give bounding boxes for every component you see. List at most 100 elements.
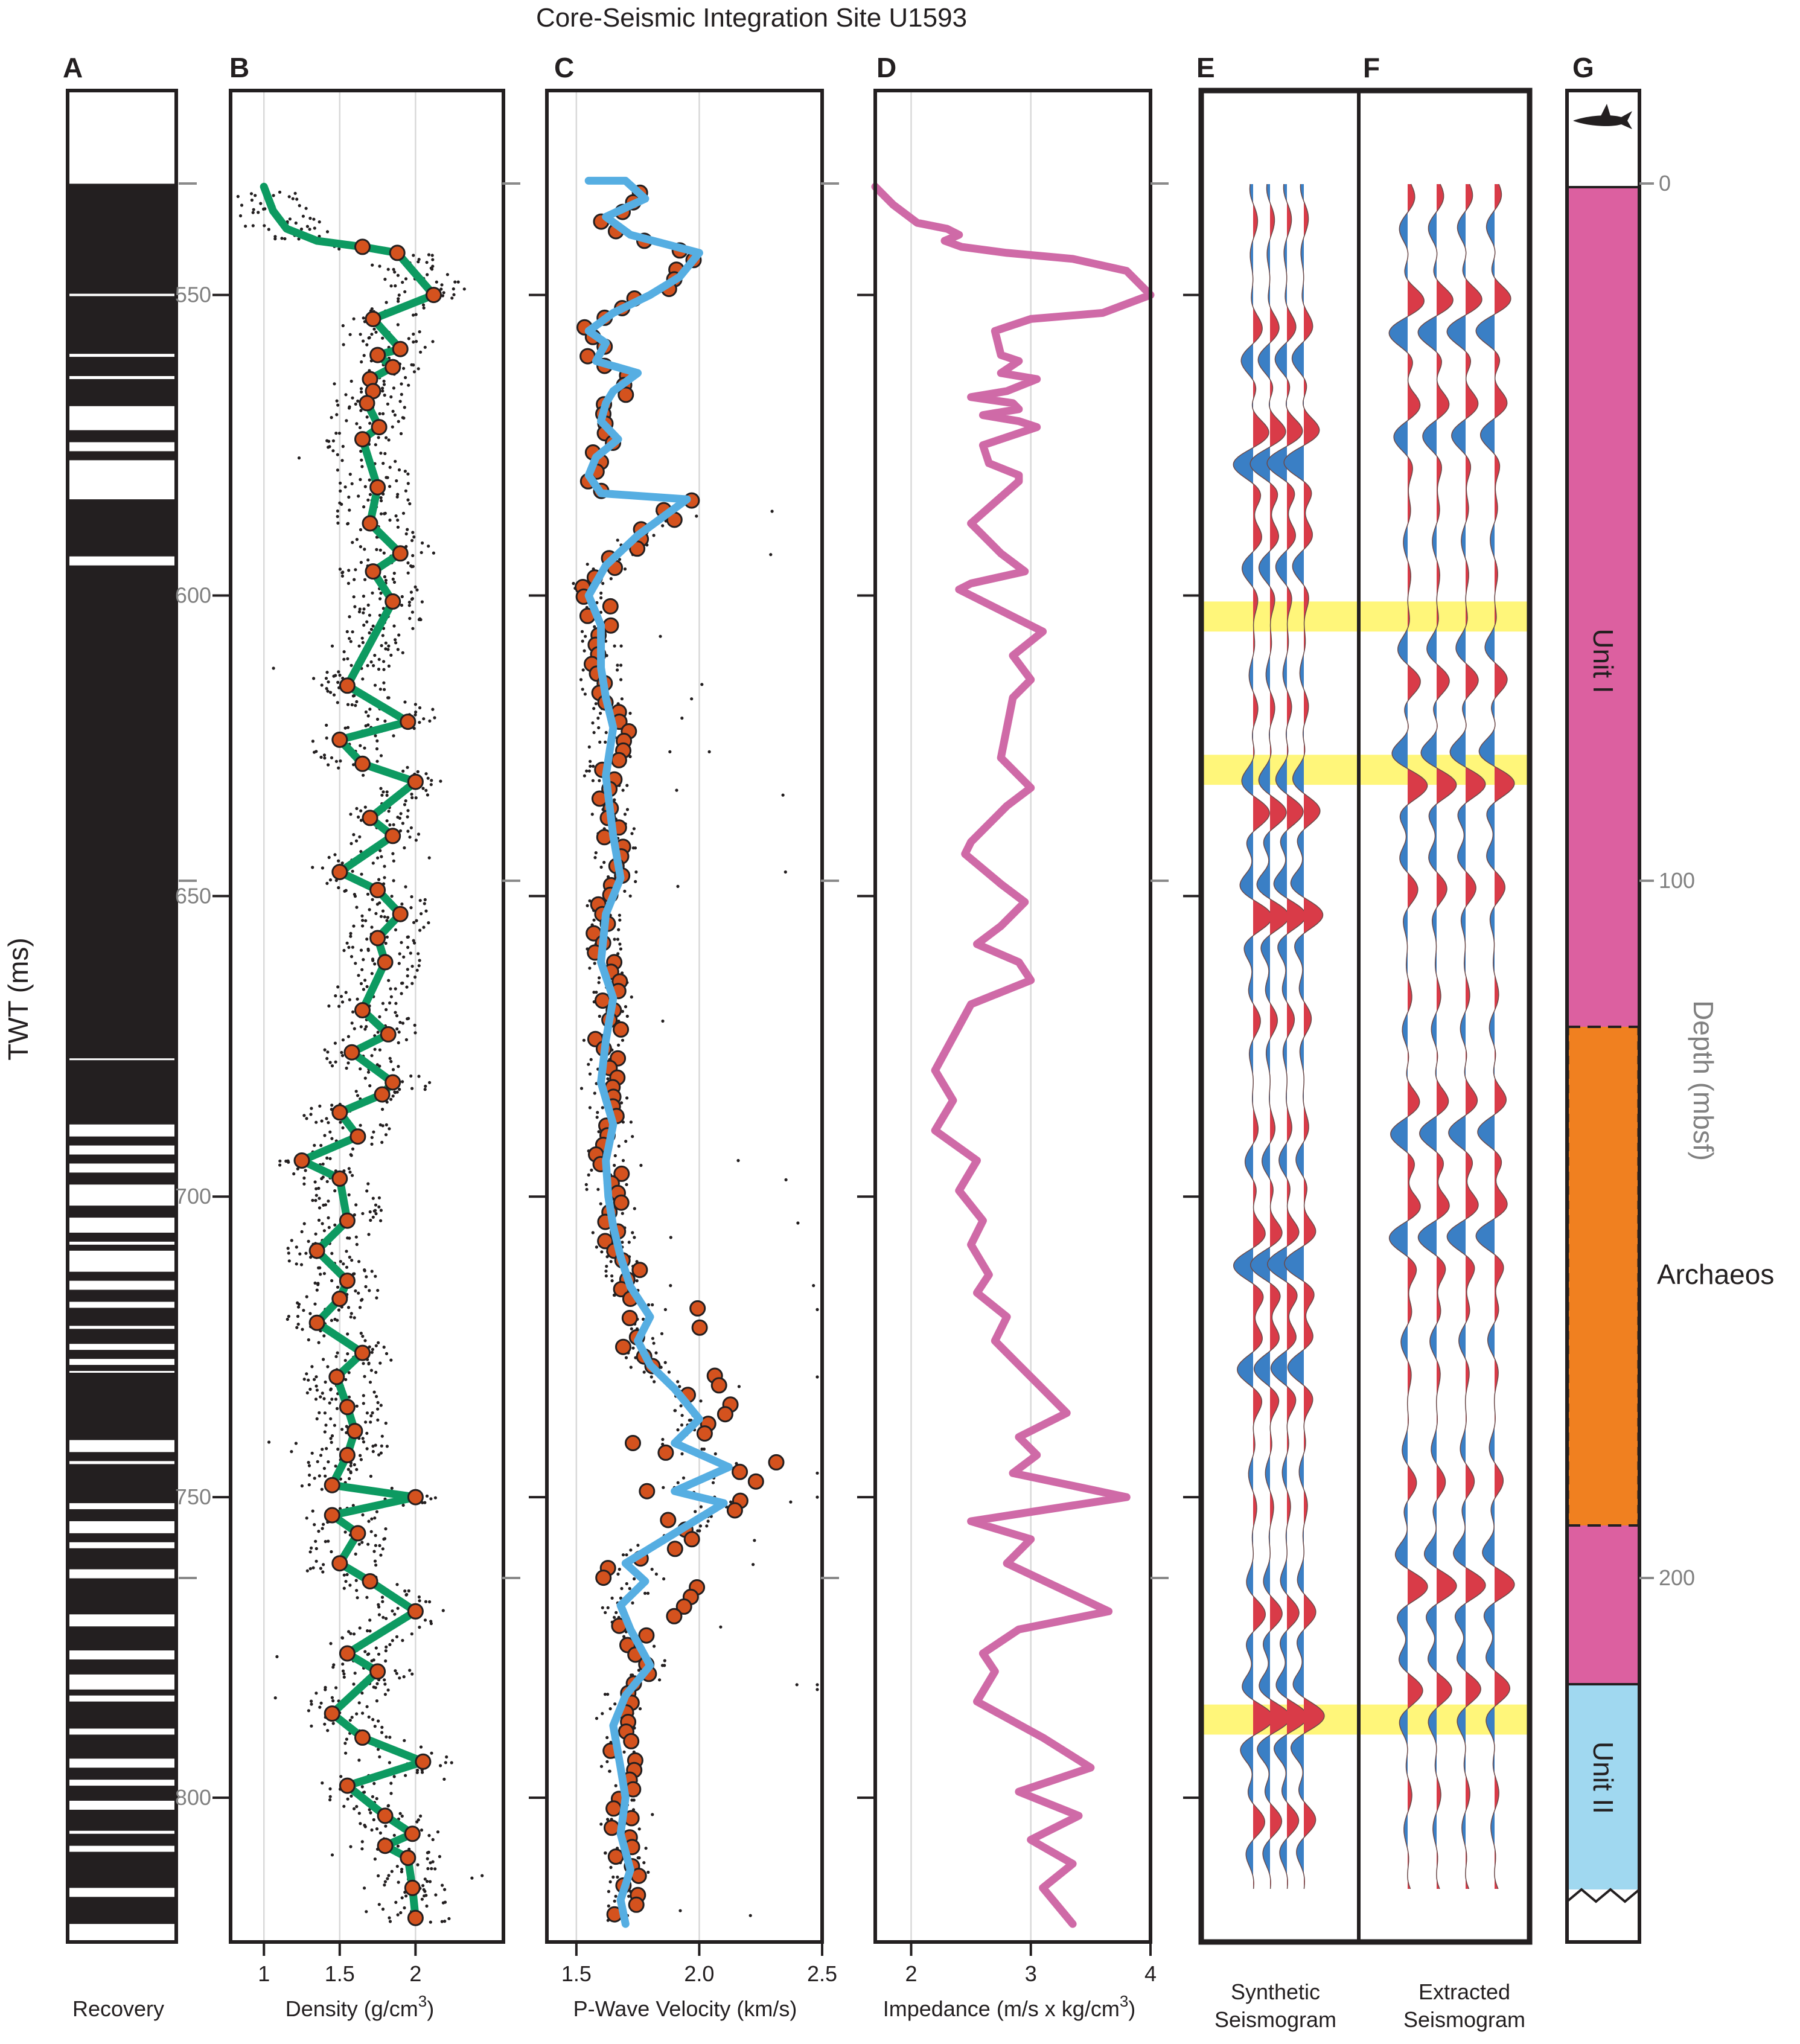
density-raw-point: [384, 647, 388, 651]
velocity-raw-point: [646, 1303, 651, 1307]
density-raw-point: [415, 1771, 419, 1774]
panel-letter-b: B: [229, 52, 249, 83]
velocity-raw-point: [592, 991, 596, 994]
velocity-raw-point: [595, 1717, 599, 1720]
density-raw-point: [366, 947, 370, 951]
density-raw-point: [355, 700, 359, 703]
density-raw-point: [351, 1504, 355, 1507]
velocity-raw-point: [587, 1062, 590, 1066]
density-raw-point: [347, 1167, 351, 1171]
density-raw-point: [296, 1315, 300, 1318]
density-sample: [392, 340, 409, 357]
density-raw-point: [398, 400, 402, 403]
density-raw-point: [369, 1530, 373, 1533]
density-raw-point: [394, 1011, 397, 1014]
density-raw-point: [363, 1886, 366, 1890]
density-raw-point: [329, 1437, 333, 1440]
density-raw-point: [368, 336, 371, 340]
density-raw-point: [368, 1289, 371, 1292]
velocity-raw-point: [604, 639, 608, 643]
density-raw-point: [337, 886, 340, 890]
density-raw-point: [354, 1289, 357, 1293]
density-raw-point: [286, 1317, 289, 1321]
density-raw-point: [382, 660, 386, 663]
density-raw-point: [385, 790, 389, 794]
density-raw-point: [395, 1635, 399, 1638]
velocity-raw-point: [651, 1337, 654, 1340]
velocity-raw-point: [678, 1909, 682, 1912]
velocity-sample: [607, 1848, 624, 1865]
velocity-raw-point: [596, 1111, 599, 1114]
density-raw-point: [396, 273, 400, 277]
twt-tick-label: 700: [175, 1184, 211, 1209]
density-raw-point: [379, 452, 383, 455]
density-raw-point: [314, 1539, 318, 1543]
density-raw-point: [362, 1362, 365, 1365]
density-sample: [354, 755, 371, 772]
density-raw-point: [416, 367, 420, 371]
density-raw-point: [313, 1523, 316, 1527]
density-raw-point: [415, 588, 419, 592]
velocity-raw-point: [601, 1712, 604, 1716]
density-raw-point: [388, 465, 392, 469]
density-raw-point: [359, 948, 363, 952]
density-raw-point: [420, 600, 424, 604]
velocity-raw-point: [605, 1265, 608, 1268]
density-raw-point: [305, 1516, 308, 1520]
density-raw-point: [302, 1222, 306, 1225]
velocity-sample: [657, 1444, 674, 1461]
panel-d-xlabel-main: Impedance (m/s x kg/cm: [883, 1996, 1120, 2021]
density-raw-point: [330, 644, 334, 648]
density-raw-point: [294, 221, 298, 225]
density-raw-point: [363, 485, 367, 488]
density-raw-point: [319, 1454, 323, 1457]
density-raw-point: [390, 1870, 394, 1873]
density-raw-point: [404, 489, 408, 493]
density-raw-point: [383, 1693, 388, 1696]
density-raw-point: [379, 1404, 383, 1407]
velocity-raw-point: [620, 1101, 624, 1105]
trace-positive-fill: [1495, 184, 1514, 1889]
density-raw-point: [316, 1460, 319, 1463]
density-raw-point: [336, 403, 340, 407]
density-raw-point: [330, 1853, 334, 1857]
velocity-raw-point: [639, 1163, 643, 1167]
density-raw-point: [406, 765, 409, 769]
density-raw-point: [313, 1281, 317, 1285]
density-raw-point: [342, 1675, 346, 1679]
density-raw-point: [361, 1335, 365, 1338]
density-raw-point: [305, 1295, 308, 1298]
density-raw-point: [273, 235, 277, 238]
density-raw-point: [381, 1001, 385, 1005]
density-raw-point: [359, 561, 363, 564]
density-raw-point: [391, 577, 395, 581]
density-raw-point: [308, 1550, 312, 1554]
density-raw-point: [324, 1380, 327, 1384]
density-raw-point: [325, 687, 328, 691]
density-raw-point: [365, 937, 369, 941]
velocity-raw-point: [654, 1351, 658, 1355]
density-raw-point: [384, 942, 388, 945]
density-raw-point: [283, 237, 287, 241]
density-raw-point: [380, 644, 383, 648]
panel-g-frame: [1565, 89, 1641, 1944]
velocity-raw-point: [591, 1231, 595, 1234]
velocity-raw-point: [642, 1861, 646, 1865]
density-raw-point: [394, 928, 398, 931]
velocity-raw-point: [646, 1870, 650, 1874]
density-raw-point: [304, 1251, 308, 1255]
density-raw-point: [403, 700, 407, 704]
density-raw-point: [380, 1725, 384, 1729]
velocity-raw-point: [613, 1899, 616, 1903]
density-raw-point: [357, 1758, 361, 1762]
density-raw-point: [342, 650, 346, 654]
density-sample: [324, 1705, 340, 1722]
density-raw-point: [310, 1365, 314, 1369]
trace-negative-fill: [1233, 184, 1253, 1889]
density-raw-point: [400, 1814, 404, 1818]
density-raw-point: [407, 604, 411, 607]
density-raw-point: [301, 214, 305, 218]
density-raw-point: [278, 1163, 282, 1167]
velocity-raw-point: [699, 1505, 703, 1509]
density-raw-point: [425, 261, 429, 264]
